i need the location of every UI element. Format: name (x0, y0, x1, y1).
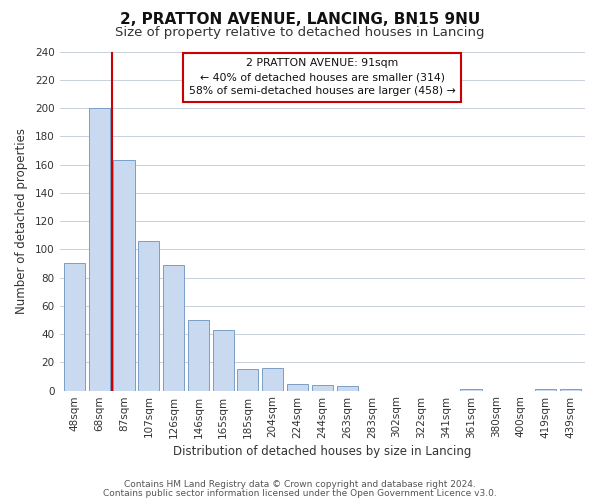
Text: Contains public sector information licensed under the Open Government Licence v3: Contains public sector information licen… (103, 488, 497, 498)
Bar (535, 389, 556, 390)
Bar (212, 330, 233, 390)
Bar (89, 108, 110, 391)
Bar (188, 320, 209, 390)
Bar (287, 384, 308, 390)
Bar (163, 265, 184, 390)
Bar (560, 389, 581, 390)
Bar (64, 264, 85, 390)
Bar (238, 370, 259, 390)
Y-axis label: Number of detached properties: Number of detached properties (15, 128, 28, 314)
Bar (337, 386, 358, 390)
Text: Contains HM Land Registry data © Crown copyright and database right 2024.: Contains HM Land Registry data © Crown c… (124, 480, 476, 489)
Text: 2 PRATTON AVENUE: 91sqm
← 40% of detached houses are smaller (314)
58% of semi-d: 2 PRATTON AVENUE: 91sqm ← 40% of detache… (189, 58, 455, 96)
Text: Size of property relative to detached houses in Lancing: Size of property relative to detached ho… (115, 26, 485, 39)
Bar (312, 385, 333, 390)
X-axis label: Distribution of detached houses by size in Lancing: Distribution of detached houses by size … (173, 444, 472, 458)
Bar (113, 160, 134, 390)
Bar (138, 241, 160, 390)
Text: 2, PRATTON AVENUE, LANCING, BN15 9NU: 2, PRATTON AVENUE, LANCING, BN15 9NU (120, 12, 480, 28)
Bar (460, 389, 482, 390)
Bar (262, 368, 283, 390)
